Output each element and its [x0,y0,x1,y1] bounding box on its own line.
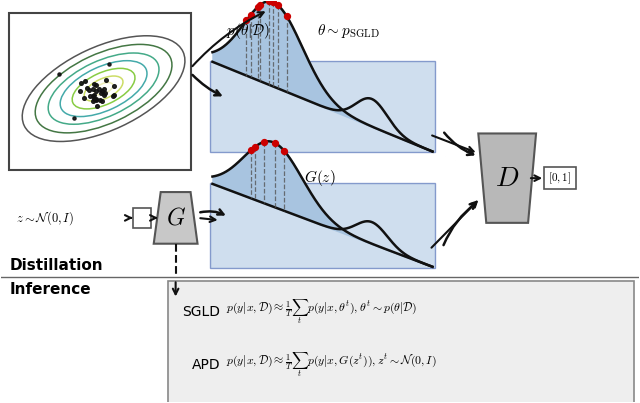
Polygon shape [211,183,435,268]
Point [99,86,109,93]
FancyArrowPatch shape [125,215,131,221]
Point [246,147,256,154]
Point [79,78,90,85]
Text: $G$: $G$ [166,206,186,230]
Text: $[0, 1]$: $[0, 1]$ [548,170,572,186]
Point [82,85,92,91]
Text: $z \sim \mathcal{N}(0, I)$: $z \sim \mathcal{N}(0, I)$ [17,209,74,227]
FancyArrowPatch shape [432,135,474,152]
Point [252,4,262,10]
Point [250,143,260,150]
Point [91,82,101,88]
Text: Distillation: Distillation [10,258,103,273]
Point [108,93,118,99]
Point [264,0,274,4]
Text: SGLD: SGLD [182,305,220,319]
Point [91,96,101,102]
Text: $G(z)$: $G(z)$ [304,168,336,188]
Point [279,148,289,154]
Text: $p(y|x, \mathcal{D}) \approx \frac{1}{T}\sum_{t} p(y|x, \theta^t), \theta^t \sim: $p(y|x, \mathcal{D}) \approx \frac{1}{T}… [227,298,417,326]
Point [101,77,111,83]
Text: $p(y|x, \mathcal{D}) \approx \frac{1}{T}\sum_{t} p(y|x, G(z^t)), z^t \sim \mathc: $p(y|x, \mathcal{D}) \approx \frac{1}{T}… [227,351,437,379]
Text: APD: APD [192,358,220,372]
FancyBboxPatch shape [168,281,634,403]
FancyBboxPatch shape [544,167,576,189]
Point [79,95,90,101]
FancyArrowPatch shape [200,216,215,222]
Point [100,90,110,97]
Polygon shape [154,192,198,244]
Point [99,92,109,98]
Point [97,88,108,95]
Point [94,86,104,92]
FancyArrowPatch shape [173,282,179,294]
Point [88,85,98,92]
Point [84,93,95,99]
Point [54,71,64,77]
Point [91,97,101,104]
Point [88,98,99,104]
Point [104,60,114,67]
Point [92,88,102,94]
Point [268,0,278,5]
Point [273,2,283,8]
FancyBboxPatch shape [10,13,191,170]
Point [282,13,292,19]
FancyArrowPatch shape [531,175,540,181]
Point [83,87,93,93]
Point [255,2,265,8]
Point [270,140,280,146]
Point [89,96,99,102]
Point [246,11,256,18]
FancyArrowPatch shape [431,202,477,248]
Point [76,80,86,87]
Text: $D$: $D$ [495,164,519,192]
FancyArrowPatch shape [150,215,156,221]
Point [95,97,105,103]
Point [68,115,79,122]
Point [89,81,99,87]
Point [259,139,269,145]
Point [92,103,102,110]
Point [96,89,106,96]
Point [97,98,107,104]
Text: Inference: Inference [10,282,91,297]
Point [241,17,252,24]
Point [88,93,98,99]
FancyBboxPatch shape [133,208,151,228]
Polygon shape [478,133,536,223]
Text: $\theta \sim p_{\mathrm{SGLD}}$: $\theta \sim p_{\mathrm{SGLD}}$ [317,22,380,40]
Point [89,91,99,98]
Point [109,83,119,89]
Text: $p(\theta|\mathcal{D})$: $p(\theta|\mathcal{D})$ [227,21,270,41]
Point [109,92,120,98]
Polygon shape [211,61,435,152]
Point [74,88,84,95]
